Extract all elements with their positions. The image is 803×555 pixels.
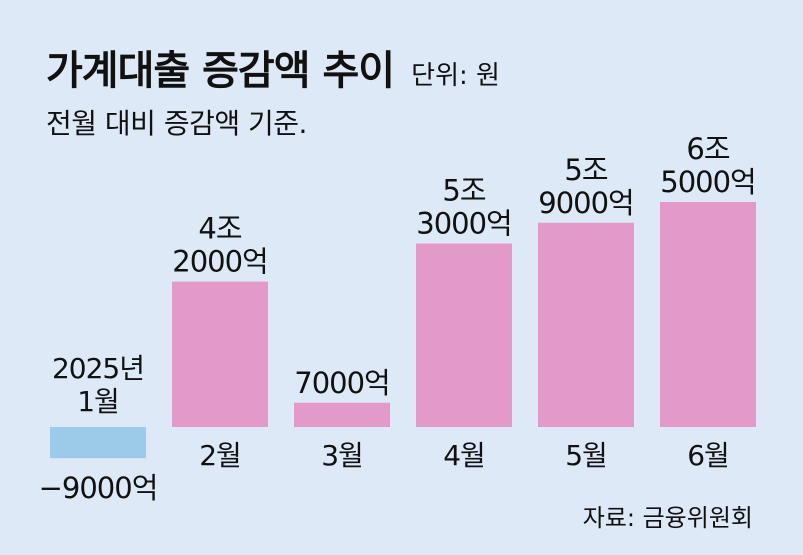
value-label-3-1: 3000억 — [416, 207, 511, 241]
bar-4 — [538, 222, 634, 427]
value-label-5-0: 6조 — [686, 132, 729, 166]
bar-0 — [50, 427, 146, 459]
category-label-0-0: 2025년 — [52, 352, 144, 385]
value-label-2-0: 7000억 — [294, 366, 389, 400]
value-label-5-1: 5000억 — [660, 165, 755, 199]
source-note: 자료: 금융위원회 — [582, 504, 753, 532]
value-label-4-0: 5조 — [564, 153, 607, 187]
category-label-0-1: 1월 — [77, 385, 119, 418]
bar-3 — [416, 243, 512, 427]
value-label-0-0: −9000억 — [39, 471, 158, 505]
category-label-2-0: 3월 — [321, 439, 363, 472]
unit-label: 단위: 원 — [411, 61, 500, 91]
bar-2 — [294, 402, 390, 427]
bar-5 — [660, 202, 756, 427]
category-label-1-0: 2월 — [199, 439, 241, 472]
value-label-4-1: 9000억 — [538, 186, 633, 220]
chart-subtitle: 전월 대비 증감액 기준. — [46, 107, 307, 140]
title-row: 가계대출 증감액 추이 단위: 원 — [46, 38, 500, 96]
bar-1 — [172, 281, 268, 427]
value-label-3-0: 5조 — [442, 174, 485, 208]
chart-title: 가계대출 증감액 추이 — [46, 48, 395, 94]
category-label-5-0: 6월 — [687, 439, 729, 472]
value-label-1-0: 4조 — [198, 212, 241, 246]
category-label-4-0: 5월 — [565, 439, 607, 472]
category-label-3-0: 4월 — [443, 439, 485, 472]
value-label-1-1: 2000억 — [172, 245, 267, 279]
